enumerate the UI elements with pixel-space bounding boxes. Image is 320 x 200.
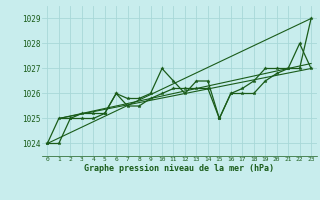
X-axis label: Graphe pression niveau de la mer (hPa): Graphe pression niveau de la mer (hPa) (84, 164, 274, 173)
